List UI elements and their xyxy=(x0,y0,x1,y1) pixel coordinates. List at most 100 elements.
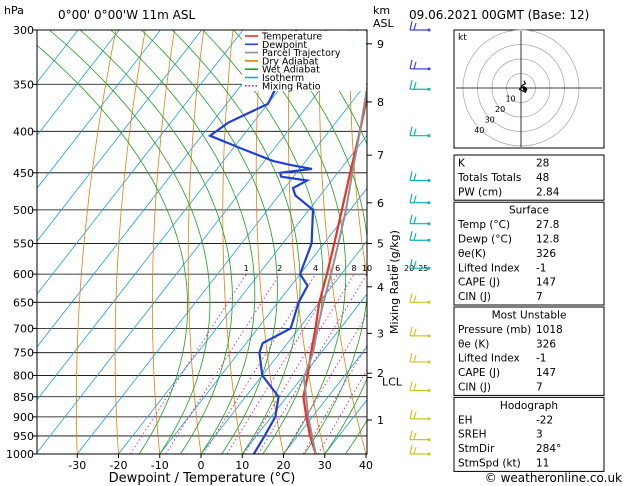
mixing-ratio-label: 1 xyxy=(244,264,249,273)
km-tick-label: 1 xyxy=(377,414,384,427)
table-row-label: Pressure (mb) xyxy=(458,324,531,336)
temp-tick-label: -30 xyxy=(68,459,86,472)
temp-tick-label: -20 xyxy=(110,459,128,472)
temp-tick-label: 40 xyxy=(359,459,373,472)
table-row-label: Lifted Index xyxy=(458,262,520,274)
km-tick-label: 2 xyxy=(377,367,384,380)
isotherm-line xyxy=(76,81,367,454)
wind-barb-flag xyxy=(413,295,417,303)
table-row-value: -1 xyxy=(536,353,546,365)
wind-barb-flag xyxy=(413,383,417,391)
legend-label: Dry Adiabat xyxy=(262,56,319,67)
wind-barb-flag xyxy=(409,126,413,136)
wind-barb-dot xyxy=(427,28,431,32)
table-row-value: 11 xyxy=(536,458,549,470)
wind-barb-flag xyxy=(413,432,417,440)
skewt-lines xyxy=(37,18,629,471)
table-row-label: Dewp (°C) xyxy=(458,234,512,246)
temp-tick-label: -10 xyxy=(151,459,169,472)
plot-frame xyxy=(36,29,368,455)
isotherm-line xyxy=(282,346,367,454)
hpa-label: hPa xyxy=(4,4,24,17)
dry-adiabat xyxy=(114,30,146,454)
wind-barb-flag xyxy=(413,261,417,269)
pressure-tick-label: 1000 xyxy=(6,448,34,461)
wind-barb-flag xyxy=(413,328,417,337)
isotherm-line xyxy=(37,30,244,295)
temp-tick-label: 20 xyxy=(277,459,291,472)
isotherm-line xyxy=(241,293,367,454)
table-frame xyxy=(453,201,605,306)
pressure-tick-label: 400 xyxy=(13,125,34,138)
table-row-label: θe(K) xyxy=(458,248,486,260)
location-label: 0°00' 0°00'W 11m ASL xyxy=(58,8,196,22)
wind-barb-dot xyxy=(427,334,431,338)
isotherm-line xyxy=(37,30,326,401)
wind-barb-flag xyxy=(413,216,417,224)
table-row-label: StmSpd (kt) xyxy=(458,458,521,470)
table-row-label: CAPE (J) xyxy=(458,367,500,379)
wind-barb-flag xyxy=(413,22,417,31)
isotherm-line xyxy=(37,30,367,454)
isotherm-line xyxy=(159,187,367,454)
wind-barb-flag xyxy=(413,411,417,420)
table-row-value: 48 xyxy=(536,172,549,184)
wind-barb-dot xyxy=(427,238,431,242)
legend-label: Temperature xyxy=(261,32,322,43)
dry-adiabat xyxy=(152,30,175,454)
wet-adiabat xyxy=(325,30,367,454)
wind-barb-dot xyxy=(427,452,431,456)
wind-barb-dot xyxy=(427,300,431,304)
legend-label: Dewpoint xyxy=(262,40,307,51)
table-row-label: PW (cm) xyxy=(458,186,502,198)
table-row-value: 27.8 xyxy=(536,219,559,231)
table-row-value: 1018 xyxy=(536,324,563,336)
wind-barb-dot xyxy=(427,87,431,91)
table-row-label: θe (K) xyxy=(458,338,489,350)
hodograph-ring-label: 40 xyxy=(474,126,484,135)
legend-label: Mixing Ratio xyxy=(262,81,321,92)
wind-barb-flag xyxy=(409,259,413,269)
mixing-ratio-line xyxy=(165,273,280,454)
wind-barb-dot xyxy=(427,134,431,138)
isotherm-line xyxy=(37,30,203,242)
wind-barbs xyxy=(409,20,431,456)
temp-tick-label: 30 xyxy=(318,459,332,472)
asl-label: ASL xyxy=(373,17,395,30)
wind-barb-dot xyxy=(427,266,431,270)
wet-adiabat xyxy=(79,30,233,454)
table-row-label: SREH xyxy=(458,429,487,441)
table-frame xyxy=(453,154,605,201)
km-tick-label: 7 xyxy=(377,149,384,162)
pressure-tick-label: 600 xyxy=(13,268,34,281)
table-row-value: 7 xyxy=(536,291,543,303)
table-row-label: Totals Totals xyxy=(457,172,521,184)
pressure-tick-label: 500 xyxy=(13,204,34,217)
table-row-label: Temp (°C) xyxy=(457,219,510,231)
wet-adiabat xyxy=(171,30,301,454)
wind-barb-flag xyxy=(409,430,413,440)
table-row-label: StmDir xyxy=(458,443,495,455)
hodograph-ring-label: 10 xyxy=(505,94,515,103)
wind-barb-flag xyxy=(413,173,417,181)
wind-barb-dot xyxy=(427,360,431,364)
table-row-value: 3 xyxy=(536,429,543,441)
lcl-label: LCL xyxy=(382,376,403,389)
wet-adiabat xyxy=(110,30,256,454)
mixing-ratio-line xyxy=(317,368,367,454)
mixing-ratio-label: 20 xyxy=(404,264,414,273)
km-tick-label: 4 xyxy=(377,281,384,294)
table-row-value: 12.8 xyxy=(536,234,559,246)
km-tick-label: 3 xyxy=(377,327,384,340)
pressure-tick-label: 550 xyxy=(13,237,34,250)
mixing-ratio-label: 8 xyxy=(351,264,356,273)
wind-barb-flag xyxy=(413,446,417,455)
mixing-ratio-label: 4 xyxy=(313,264,318,273)
table-row-label: Lifted Index xyxy=(458,353,520,365)
table-row-label: CIN (J) xyxy=(458,291,491,303)
table-row-value: 147 xyxy=(536,367,556,379)
km-tick-label: 8 xyxy=(377,96,384,109)
pressure-tick-label: 950 xyxy=(13,430,34,443)
dry-adiabat xyxy=(611,18,629,471)
